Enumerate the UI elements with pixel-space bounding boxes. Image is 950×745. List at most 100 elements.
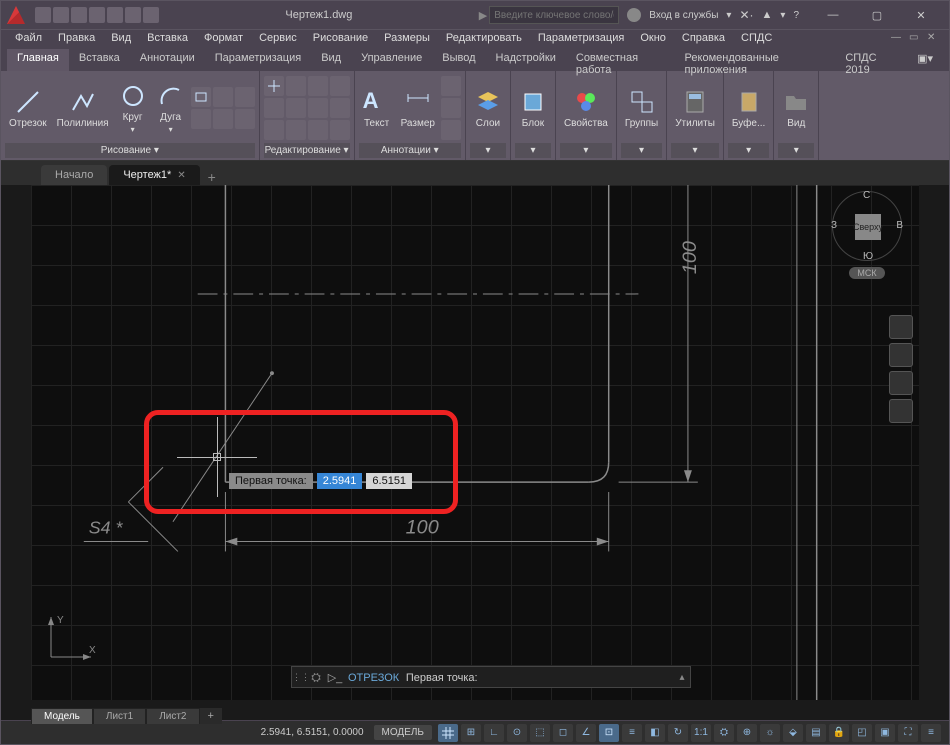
tool-stretch[interactable] bbox=[264, 120, 284, 140]
doc-tab-drawing[interactable]: Чертеж1*✕ bbox=[109, 165, 199, 185]
menu-edit[interactable]: Правка bbox=[50, 30, 103, 49]
menu-tools[interactable]: Сервис bbox=[251, 30, 305, 49]
minimize-button[interactable]: — bbox=[811, 1, 855, 29]
layout-tab-sheet2[interactable]: Лист2 bbox=[146, 708, 199, 724]
panel-layers-title[interactable]: ▾ bbox=[470, 143, 506, 158]
tool-move[interactable] bbox=[264, 76, 284, 96]
login-link[interactable]: Вход в службы bbox=[649, 10, 718, 21]
menu-window[interactable]: Окно bbox=[632, 30, 674, 49]
ribbon-tab-spds[interactable]: СПДС 2019 bbox=[835, 49, 907, 71]
search-input[interactable] bbox=[489, 6, 619, 24]
help-icon[interactable]: ▲ bbox=[762, 9, 773, 21]
ribbon-tab-featured[interactable]: Рекомендованные приложения bbox=[675, 49, 836, 71]
tool-array[interactable] bbox=[308, 120, 328, 140]
tool-circle[interactable]: Круг▾ bbox=[115, 80, 151, 136]
qat-save-icon[interactable] bbox=[71, 7, 87, 23]
qat-new-icon[interactable] bbox=[35, 7, 51, 23]
nav-pan-icon[interactable] bbox=[889, 343, 913, 367]
menu-parametric[interactable]: Параметризация bbox=[530, 30, 632, 49]
panel-block-title[interactable]: ▾ bbox=[515, 143, 551, 158]
status-otrack-icon[interactable]: ⊡ bbox=[599, 724, 619, 742]
status-polar-icon[interactable]: ⊙ bbox=[507, 724, 527, 742]
user-icon[interactable] bbox=[627, 8, 641, 22]
ribbon-tab-annotate[interactable]: Аннотации bbox=[130, 49, 205, 71]
tool-rectangle[interactable] bbox=[191, 87, 211, 107]
tool-line[interactable]: Отрезок bbox=[5, 86, 51, 131]
status-ortho-icon[interactable]: ∟ bbox=[484, 724, 504, 742]
tool-layers[interactable]: Слои bbox=[470, 86, 506, 131]
tool-leader[interactable] bbox=[441, 76, 461, 96]
ribbon-tab-view[interactable]: Вид bbox=[311, 49, 351, 71]
doc-tab-add[interactable]: + bbox=[202, 169, 222, 185]
qat-saveas-icon[interactable] bbox=[89, 7, 105, 23]
doc-tab-start[interactable]: Начало bbox=[41, 165, 107, 185]
status-cleanscreen-icon[interactable]: ⛶ bbox=[898, 724, 918, 742]
tool-trim[interactable] bbox=[308, 76, 328, 96]
status-lock-icon[interactable]: 🔒 bbox=[829, 724, 849, 742]
ribbon-tab-output[interactable]: Вывод bbox=[432, 49, 485, 71]
tool-polyline[interactable]: Полилиния bbox=[53, 86, 113, 131]
cmdline-customize-icon[interactable]: ⛭ bbox=[306, 670, 326, 685]
qat-undo-icon[interactable] bbox=[125, 7, 141, 23]
menu-spds[interactable]: СПДС bbox=[733, 30, 780, 49]
tool-utilities[interactable]: Утилиты bbox=[671, 86, 719, 131]
tool-clipboard[interactable]: Буфе... bbox=[728, 86, 769, 131]
tool-erase[interactable] bbox=[330, 76, 350, 96]
status-grid-icon[interactable] bbox=[438, 724, 458, 742]
tool-arc[interactable]: Дуга▾ bbox=[153, 80, 189, 136]
tool-hatch[interactable] bbox=[235, 87, 255, 107]
menu-format[interactable]: Формат bbox=[196, 30, 251, 49]
status-isodraft-icon[interactable]: ⬚ bbox=[530, 724, 550, 742]
tool-offset[interactable] bbox=[330, 120, 350, 140]
ribbon-tab-addins[interactable]: Надстройки bbox=[486, 49, 566, 71]
status-isolate-icon[interactable]: ◰ bbox=[852, 724, 872, 742]
dynamic-x-field[interactable]: 2.5941 bbox=[317, 473, 363, 489]
panel-modify-title[interactable]: Редактирование ▾ bbox=[264, 143, 350, 158]
nav-orbit-icon[interactable] bbox=[889, 399, 913, 423]
tool-properties[interactable]: Свойства bbox=[560, 86, 612, 131]
viewcube-north[interactable]: С bbox=[863, 190, 870, 201]
help-button[interactable]: ? bbox=[793, 10, 799, 21]
status-lwt-icon[interactable]: ≡ bbox=[622, 724, 642, 742]
cmdline-history-icon[interactable]: ▴ bbox=[674, 672, 690, 683]
ribbon-tab-manage[interactable]: Управление bbox=[351, 49, 432, 71]
close-button[interactable]: ✕ bbox=[899, 1, 943, 29]
tool-block[interactable]: Блок bbox=[515, 86, 551, 131]
nav-zoom-icon[interactable] bbox=[889, 371, 913, 395]
qat-open-icon[interactable] bbox=[53, 7, 69, 23]
status-annoscale-icon[interactable]: 1:1 bbox=[691, 724, 711, 742]
menu-draw[interactable]: Рисование bbox=[305, 30, 376, 49]
menu-view[interactable]: Вид bbox=[103, 30, 139, 49]
doc-close-icon[interactable]: ✕ bbox=[927, 32, 941, 46]
panel-properties-title[interactable]: ▾ bbox=[560, 143, 612, 158]
ribbon-tab-home[interactable]: Главная bbox=[7, 49, 69, 71]
cmdline-text[interactable]: ОТРЕЗОК Первая точка: bbox=[344, 671, 674, 684]
ribbon-tab-collab[interactable]: Совместная работа bbox=[566, 49, 675, 71]
status-coordinates[interactable]: 2.5941, 6.5151, 0.0000 bbox=[261, 727, 364, 738]
ribbon-collapse-icon[interactable]: ▣▾ bbox=[907, 49, 943, 71]
drawing-canvas[interactable]: 100 100 S4 * Первая точка: 2. bbox=[31, 185, 919, 700]
status-gear-icon[interactable]: ⛭ bbox=[714, 724, 734, 742]
viewcube-south[interactable]: Ю bbox=[863, 251, 873, 262]
tool-fillet[interactable] bbox=[308, 98, 328, 118]
tool-copy[interactable] bbox=[264, 98, 284, 118]
tool-text[interactable]: A Текст bbox=[359, 86, 395, 131]
panel-clipboard-title[interactable]: ▾ bbox=[728, 143, 769, 158]
viewcube-face-top[interactable]: Сверху bbox=[855, 214, 881, 240]
status-customize-icon[interactable]: ≡ bbox=[921, 724, 941, 742]
tool-xline[interactable] bbox=[213, 109, 233, 129]
layout-tab-model[interactable]: Модель bbox=[31, 708, 93, 724]
menu-help[interactable]: Справка bbox=[674, 30, 733, 49]
tool-rotate[interactable] bbox=[286, 76, 306, 96]
viewcube-west[interactable]: З bbox=[831, 220, 837, 231]
status-units-icon[interactable]: ⬙ bbox=[783, 724, 803, 742]
dynamic-y-field[interactable]: 6.5151 bbox=[366, 473, 412, 489]
doc-minimize-icon[interactable]: — bbox=[891, 32, 905, 46]
panel-annotation-title[interactable]: Аннотации ▾ bbox=[359, 143, 461, 158]
status-space-toggle[interactable]: МОДЕЛЬ bbox=[374, 725, 432, 740]
doc-restore-icon[interactable]: ▭ bbox=[909, 32, 923, 46]
panel-utilities-title[interactable]: ▾ bbox=[671, 143, 719, 158]
tool-dimension[interactable]: Размер bbox=[397, 86, 439, 131]
layout-tab-add[interactable]: + bbox=[200, 708, 222, 724]
status-osnap-icon[interactable]: ◻ bbox=[553, 724, 573, 742]
